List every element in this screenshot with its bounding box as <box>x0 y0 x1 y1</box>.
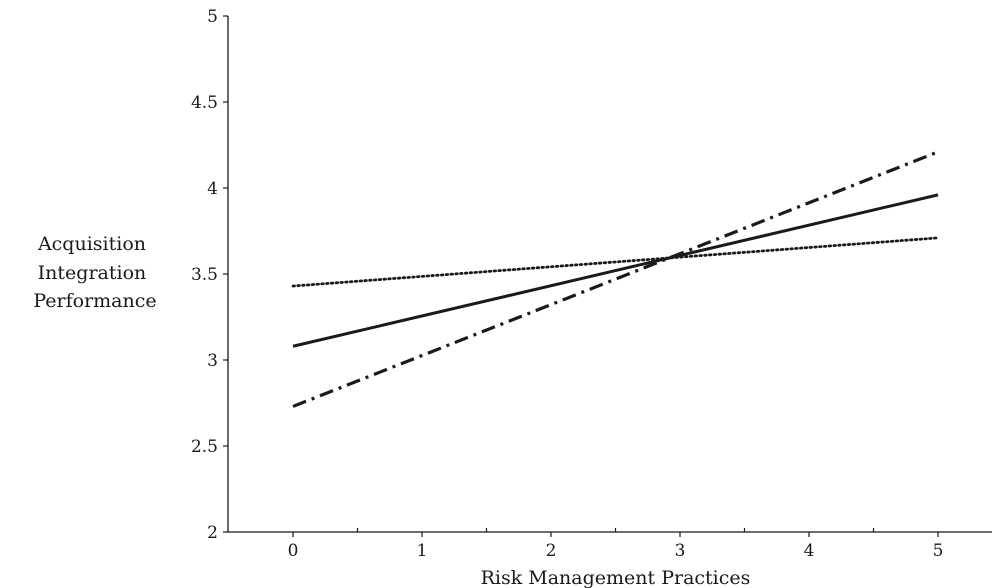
y-tick-label: 5 <box>207 7 218 27</box>
y-axis-title-line: Acquisition <box>37 233 146 255</box>
axes <box>227 16 992 533</box>
y-tick-label: 2.5 <box>191 437 218 457</box>
series-lines <box>291 150 940 408</box>
y-axis-title-line: Performance <box>33 290 156 312</box>
x-tick-label: 5 <box>933 541 944 561</box>
y-axis-title-line: Integration <box>38 262 147 284</box>
y-tick-label: 4.5 <box>191 93 218 113</box>
y-tick-label: 3.5 <box>191 265 218 285</box>
x-tick-label: 2 <box>546 541 557 561</box>
x-axis-title: Risk Management Practices <box>481 567 751 588</box>
x-tick-label: 3 <box>675 541 686 561</box>
y-tick-label: 4 <box>207 179 218 199</box>
series-line-dotted <box>291 236 940 288</box>
y-tick-label: 3 <box>207 351 218 371</box>
x-tick-label: 1 <box>417 541 428 561</box>
y-tick-label: 2 <box>207 523 218 543</box>
y-ticks: 2 2.5 3 3.5 4 4.5 5 <box>191 7 228 543</box>
x-tick-label: 4 <box>804 541 815 561</box>
y-axis-title: Acquisition Integration Performance <box>33 233 156 312</box>
x-ticks: 0 1 2 3 4 5 <box>288 528 944 561</box>
x-tick-label: 0 <box>288 541 299 561</box>
series-line-solid <box>292 193 939 348</box>
